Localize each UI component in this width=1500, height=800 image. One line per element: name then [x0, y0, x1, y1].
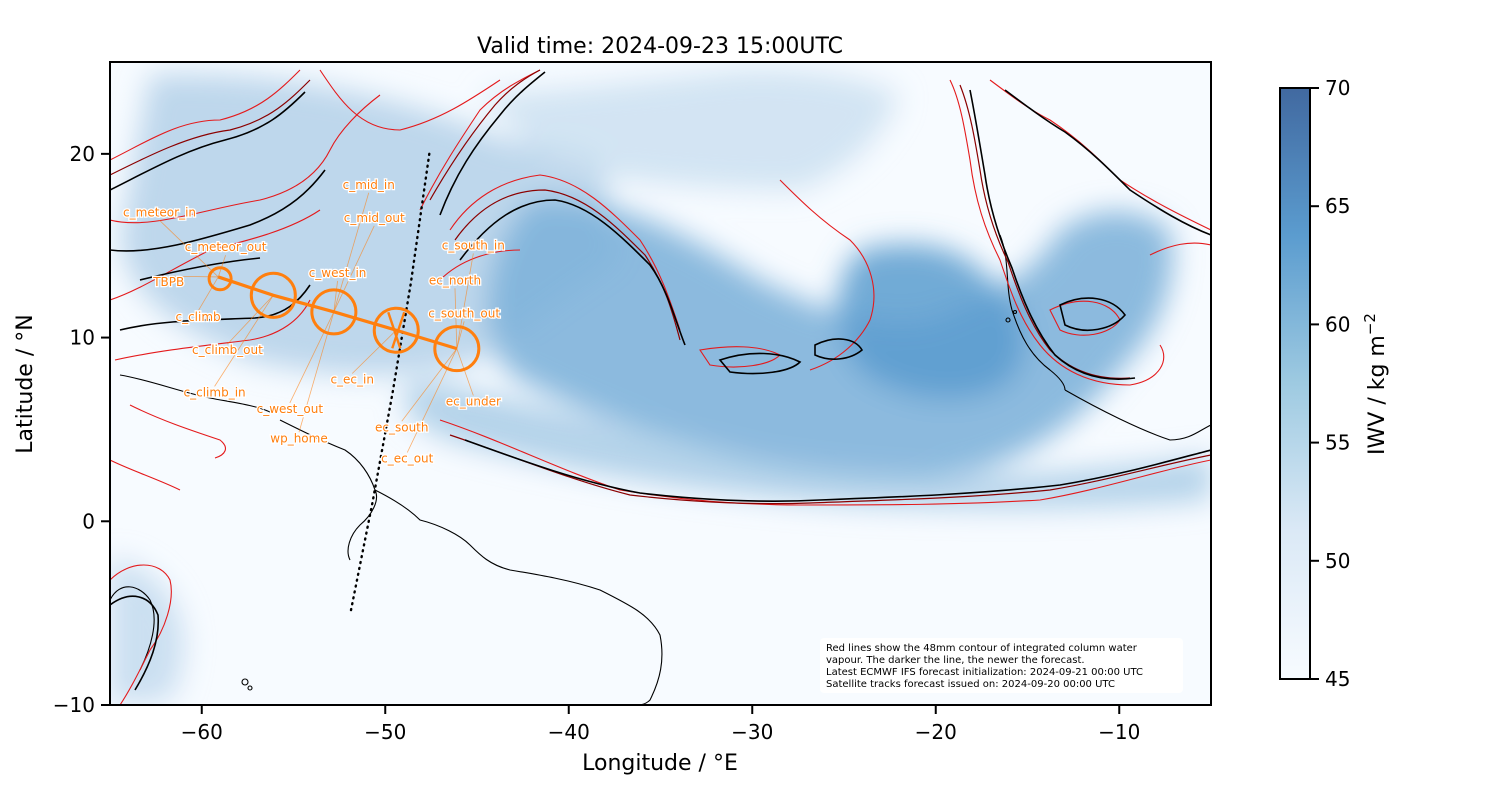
- colorbar-tick-label: 70: [1325, 76, 1350, 100]
- note-background: [820, 638, 1183, 693]
- colorbar-tick-label: 45: [1325, 667, 1350, 691]
- y-tick-label: 0: [82, 509, 95, 533]
- satellite-track: [349, 152, 431, 615]
- waypoint-leader: [333, 280, 338, 312]
- x-tick-label: −50: [364, 720, 406, 744]
- map-panel: c_meteor_in c_meteor_out TBPB c_climb c_clim…: [109, 61, 1212, 706]
- waypoint-leader: [159, 220, 219, 278]
- flight-circle: [310, 288, 358, 336]
- waypoint-label: c_climb: [175, 310, 220, 324]
- x-tick-label: −10: [1098, 720, 1140, 744]
- iwv-contours-new: [110, 71, 1211, 691]
- waypoint-label: wp_home: [270, 431, 327, 445]
- waypoint-leader: [456, 253, 474, 349]
- flight-track: c_meteor_in c_meteor_out TBPB c_climb c_clim…: [122, 177, 506, 467]
- waypoint-leader: [351, 329, 397, 374]
- waypoint-leader: [217, 255, 226, 278]
- waypoint-label: ec_under: [446, 395, 501, 409]
- x-axis: −60 −50 −40 −30 −20 −10: [181, 705, 1140, 744]
- colorbar-tick-label: 65: [1325, 194, 1350, 218]
- waypoint-leader: [456, 348, 474, 396]
- waypoint-label: c_ec_in: [330, 373, 374, 387]
- waypoint-label: c_mid_in: [343, 178, 395, 192]
- waypoint-label: c_mid_out: [344, 211, 405, 225]
- waypoint-label: ec_south: [375, 420, 429, 434]
- waypoint-leader: [333, 192, 370, 312]
- waypoint-leader: [333, 225, 375, 313]
- waypoint-label: c_south_in: [442, 238, 505, 252]
- map-frame: [109, 61, 1212, 706]
- y-tick-label: 20: [70, 142, 95, 166]
- waypoint-label: c_south_out: [428, 306, 500, 320]
- note-line-4: Satellite tracks forecast issued on: 202…: [826, 679, 1115, 690]
- waypoint-leader: [168, 275, 219, 278]
- x-tick-label: −60: [181, 720, 223, 744]
- waypoint-leader: [454, 288, 458, 349]
- x-tick-label: −20: [915, 720, 957, 744]
- waypoint-label: c_meteor_in: [123, 205, 196, 219]
- ec-crossing-leg: [387, 311, 402, 349]
- x-tick-label: −40: [548, 720, 590, 744]
- waypoint-label: c_ec_out: [381, 451, 434, 465]
- coastlines: [110, 234, 1211, 705]
- waypoint-leader: [401, 348, 458, 422]
- waypoint-leader: [197, 276, 219, 312]
- flight-circle: [372, 306, 420, 354]
- waypoint-leader: [289, 311, 335, 404]
- waypoint-label: c_west_out: [257, 402, 324, 416]
- colorbar-ticks: 45 50 55 60 65 70: [1310, 76, 1350, 691]
- waypoint-leader: [456, 321, 465, 349]
- x-axis-label: Longitude / °E: [582, 751, 738, 776]
- y-tick-label: −10: [53, 693, 95, 717]
- colorbar-tick-label: 60: [1325, 312, 1350, 336]
- y-axis-label: Latitude / °N: [13, 314, 38, 453]
- waypoint-leader: [298, 311, 335, 433]
- waypoint-leader: [214, 295, 274, 387]
- waypoint-label: c_west_in: [309, 266, 367, 280]
- ec-crossing-leg: [391, 311, 406, 349]
- y-tick-label: 10: [70, 326, 95, 350]
- colorbar-tick-label: 55: [1325, 431, 1350, 455]
- colorbar-label-text: IWV / kg m: [1365, 335, 1390, 455]
- colorbar-label-exponent: −2: [1361, 313, 1379, 335]
- waypoint-label: ec_north: [429, 273, 481, 287]
- note-line-3: Latest ECMWF IFS forecast initialization…: [826, 667, 1143, 678]
- colorbar-label: IWV / kg m−2: [1361, 313, 1390, 455]
- colorbar-tick-label: 50: [1325, 549, 1350, 573]
- flight-circle: [433, 325, 481, 373]
- waypoint-label: c_meteor_out: [185, 240, 267, 254]
- waypoint-label: TBPB: [152, 275, 184, 289]
- y-axis: 20 10 0 −10: [53, 142, 110, 717]
- iwv-contours-old: [110, 69, 1211, 705]
- flight-circle: [249, 271, 297, 319]
- note-box: Red lines show the 48mm contour of integ…: [820, 638, 1183, 693]
- waypoint-label: c_climb_out: [192, 343, 263, 357]
- x-tick-label: −30: [731, 720, 773, 744]
- map-title: Valid time: 2024-09-23 15:00UTC: [477, 34, 843, 59]
- flight-circle: [207, 266, 233, 292]
- colorbar-ramp: [1279, 87, 1311, 680]
- colorbar: 45 50 55 60 65 70 IWV / kg m−2: [1279, 76, 1390, 691]
- waypoint-label: c_climb_in: [184, 385, 246, 399]
- waypoint-leader: [406, 348, 458, 453]
- waypoint-leader: [227, 295, 274, 345]
- note-line-2: vapour. The darker the line, the newer t…: [826, 655, 1085, 666]
- note-line-1: Red lines show the 48mm contour of integ…: [826, 643, 1138, 654]
